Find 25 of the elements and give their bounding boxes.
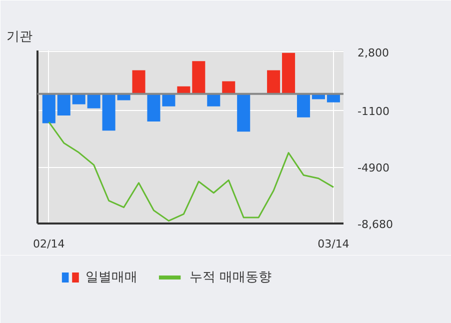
bar [72, 94, 86, 104]
bar [222, 81, 236, 94]
chart-title: 기관 [6, 30, 32, 44]
bar [296, 94, 310, 118]
bar [267, 70, 280, 94]
bar [87, 94, 100, 108]
bar [237, 94, 250, 132]
y-tick-label: -4900 [358, 162, 390, 175]
bar [192, 61, 206, 94]
bar [207, 94, 220, 106]
y-tick-label: 2,800 [358, 46, 389, 60]
bar [162, 94, 176, 106]
bar [42, 94, 56, 124]
x-tick-label: 02/14 [33, 238, 65, 250]
y-tick-label: -1100 [358, 104, 390, 118]
y-tick-label: -8,680 [358, 218, 393, 231]
bar [147, 94, 160, 122]
line-series [48, 121, 334, 222]
legend-label: 누적 매매동향 [189, 270, 272, 285]
legend-label: 일별매매 [86, 270, 138, 285]
bar [282, 52, 296, 94]
x-tick-label: 03/14 [318, 238, 350, 250]
bar [132, 70, 146, 94]
bar [57, 94, 70, 116]
bar [102, 94, 116, 131]
